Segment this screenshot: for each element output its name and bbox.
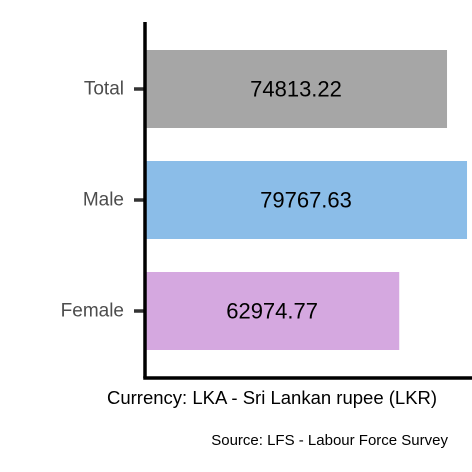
value-label-total: 74813.22 xyxy=(250,77,342,102)
bar-total xyxy=(145,50,448,128)
y-tick-label-total: Total xyxy=(84,79,124,100)
value-labels-layer: 74813.22 79767.63 62974.77 xyxy=(226,77,352,324)
bar-female xyxy=(145,272,400,350)
bars-layer xyxy=(145,50,468,350)
x-axis-label: Currency: LKA - Sri Lankan rupee (LKR) xyxy=(107,387,437,408)
y-axis-ticks xyxy=(134,87,145,313)
value-label-female: 62974.77 xyxy=(226,299,318,324)
y-tick-label-male: Male xyxy=(83,190,124,211)
value-label-male: 79767.63 xyxy=(260,188,352,213)
source-caption: Source: LFS - Labour Force Survey xyxy=(211,432,448,449)
bar-male xyxy=(145,161,468,239)
y-axis-tick-labels: Total Male Female xyxy=(61,79,124,322)
y-tick-label-female: Female xyxy=(61,301,124,322)
